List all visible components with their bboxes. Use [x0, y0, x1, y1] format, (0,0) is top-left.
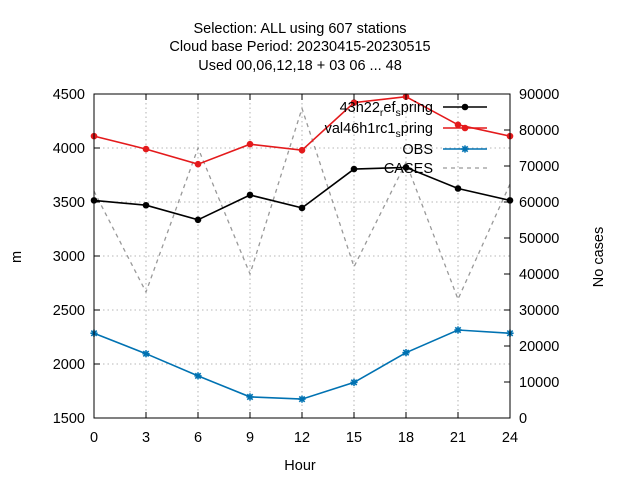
y2-tick-label: 30000 — [519, 303, 559, 319]
data-point-val46h1rc1_spring — [298, 146, 306, 154]
x-tick-label: 9 — [246, 430, 254, 446]
y2-tick-label: 60000 — [519, 195, 559, 211]
x-tick-label: 3 — [142, 430, 150, 446]
x-axis-label: Hour — [284, 458, 316, 474]
legend-label-part: 43h22 — [340, 100, 380, 116]
chart-title-line-1: Selection: ALL using 607 stations — [193, 21, 406, 37]
legend-label-part: s — [396, 107, 401, 119]
y2-tick-label: 80000 — [519, 123, 559, 139]
y2-tick-label: 70000 — [519, 159, 559, 175]
y2-tick-label: 10000 — [519, 375, 559, 391]
y-tick-label: 4500 — [53, 87, 85, 103]
data-point-obs — [454, 326, 462, 334]
data-point-43h22_ref_spring — [350, 165, 358, 173]
legend-label-part: OBS — [402, 142, 433, 158]
chart-title-line-3: Used 00,06,12,18 + 03 06 ... 48 — [198, 58, 402, 74]
data-point-val46h1rc1_spring — [454, 121, 462, 129]
data-point-val46h1rc1_spring — [142, 145, 150, 153]
y-tick-label: 3500 — [53, 195, 85, 211]
x-tick-label: 21 — [450, 430, 466, 446]
data-point-obs — [402, 349, 410, 357]
y2-tick-label: 0 — [519, 411, 527, 427]
legend-sample-marker — [461, 145, 469, 153]
legend-label-part: CASES — [384, 161, 433, 177]
data-point-obs — [142, 350, 150, 358]
legend-sample-marker — [461, 103, 469, 111]
x-tick-label: 15 — [346, 430, 362, 446]
legend-label-part: pring — [401, 121, 433, 137]
legend-label-part: val46h1rc1 — [325, 121, 396, 137]
x-tick-label: 6 — [194, 430, 202, 446]
legend-label: val46h1rc1spring — [325, 121, 433, 140]
data-point-val46h1rc1_spring — [246, 140, 254, 148]
grid-layer — [94, 94, 510, 418]
y-tick-label: 3000 — [53, 249, 85, 265]
tick-layer: 0 3 6 9 12 15 18 21 24 1500 2000 2500 3000 3500 4000 45… — [53, 87, 560, 446]
data-point-obs — [194, 372, 202, 380]
data-point-val46h1rc1_spring — [194, 160, 202, 168]
y-axis-label: m — [9, 251, 25, 263]
legend-sample-marker — [461, 124, 469, 132]
data-point-val46h1rc1_spring — [350, 99, 358, 106]
y-tick-label: 1500 — [53, 411, 85, 427]
data-point-obs — [298, 395, 306, 403]
x-tick-label: 12 — [294, 430, 310, 446]
legend-label-part: r — [380, 107, 384, 119]
x-tick-label: 18 — [398, 430, 414, 446]
data-point-43h22_ref_spring — [194, 216, 202, 224]
data-point-obs — [246, 393, 254, 401]
chart-title-line-2: Cloud base Period: 20230415-20230515 — [169, 39, 430, 55]
legend-label-part: s — [396, 128, 401, 140]
data-point-43h22_ref_spring — [298, 204, 306, 212]
y-tick-label: 2500 — [53, 303, 85, 319]
data-point-43h22_ref_spring — [402, 164, 410, 171]
y-tick-label: 2000 — [53, 357, 85, 373]
x-tick-label: 24 — [502, 430, 518, 446]
series-line-cases — [93, 106, 511, 301]
data-point-43h22_ref_spring — [142, 201, 150, 209]
y2-tick-label: 90000 — [519, 87, 559, 103]
legend-label: CASES — [384, 161, 433, 177]
y2-axis-label: No cases — [591, 227, 607, 287]
y-tick-label: 4000 — [53, 141, 85, 157]
y2-tick-label: 40000 — [519, 267, 559, 283]
legend-label: 43h22refspring — [340, 100, 433, 119]
legend-label-part: pring — [401, 100, 433, 116]
data-point-43h22_ref_spring — [246, 191, 254, 199]
legend-label: OBS — [402, 142, 433, 158]
data-point-43h22_ref_spring — [454, 185, 462, 192]
y2-tick-label: 50000 — [519, 231, 559, 247]
legend-label-part: ef — [383, 100, 396, 116]
data-point-obs — [350, 378, 358, 386]
x-tick-label: 0 — [90, 430, 98, 446]
y2-tick-label: 20000 — [519, 339, 559, 355]
